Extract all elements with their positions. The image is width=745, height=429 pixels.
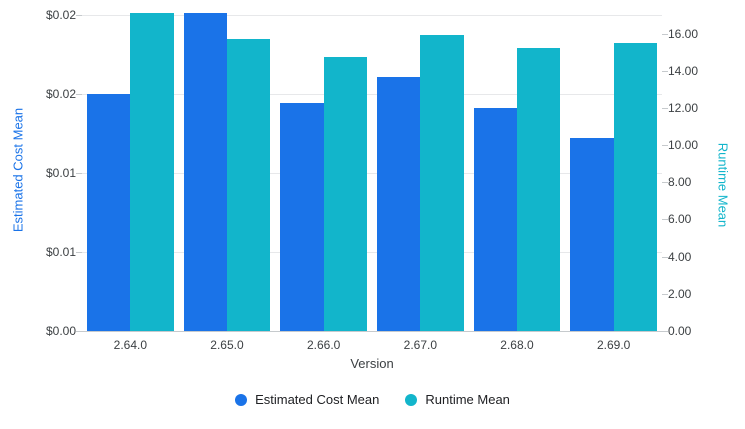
y-right-tick-label: 12.00: [668, 100, 699, 115]
bar-runtime-mean-2.66.0[interactable]: [323, 56, 367, 331]
y-right-tick-label: 6.00: [668, 212, 692, 227]
bar-runtime-mean-2.64.0[interactable]: [130, 13, 174, 331]
legend-item-estimated-cost-mean[interactable]: Estimated Cost Mean: [235, 392, 379, 408]
x-tick-label: 2.64.0: [113, 338, 148, 352]
legend: Estimated Cost Mean Runtime Mean: [0, 392, 745, 408]
bar-estimated-cost-mean-2.68.0[interactable]: [473, 108, 517, 331]
y-right-tickmark: [662, 331, 668, 332]
x-axis-baseline: [82, 331, 662, 332]
y-right-tick-label: 10.00: [668, 138, 699, 153]
plot-area: [82, 0, 662, 331]
y-left-tickmark: [76, 331, 82, 332]
y-left-tick-label: $0.01: [45, 166, 76, 180]
y-left-tick-label: $0.02: [45, 8, 76, 22]
gridline: [82, 252, 662, 253]
bar-estimated-cost-mean-2.67.0[interactable]: [377, 76, 421, 331]
right-axis-title: Runtime Mean: [715, 142, 731, 228]
x-tick-label: 2.65.0: [210, 338, 244, 352]
bar-runtime-mean-2.69.0[interactable]: [613, 42, 657, 331]
y-left-tick-label: $0.01: [45, 245, 76, 259]
y-right-tickmark: [662, 107, 668, 109]
legend-swatch-icon: [235, 394, 248, 406]
y-right-tickmark: [662, 70, 668, 72]
y-left-tickmark: [76, 252, 82, 253]
x-tick-label: 2.68.0: [500, 338, 534, 352]
bar-estimated-cost-mean-2.64.0[interactable]: [87, 94, 131, 331]
y-right-tick-label: 4.00: [668, 249, 692, 264]
y-left-tickmark: [76, 15, 82, 16]
x-tick-label: 2.69.0: [596, 338, 631, 352]
bar-estimated-cost-mean-2.65.0[interactable]: [183, 13, 227, 331]
gridline: [82, 94, 662, 95]
x-axis-title: Version: [350, 356, 394, 371]
y-right-tick-label: 14.00: [668, 63, 699, 78]
y-right-tickmark: [662, 293, 668, 295]
left-axis-title: Estimated Cost Mean: [10, 107, 26, 233]
bar-runtime-mean-2.67.0[interactable]: [420, 34, 464, 331]
y-right-tickmark: [662, 145, 668, 147]
y-right-tick-label: 16.00: [668, 26, 699, 41]
x-tick-label: 2.67.0: [403, 338, 438, 352]
gridline: [82, 15, 662, 16]
gridline: [82, 173, 662, 174]
y-right-tickmark: [662, 33, 668, 35]
legend-swatch-icon: [405, 394, 418, 406]
y-left-tickmark: [76, 173, 82, 174]
y-right-tickmark: [662, 256, 668, 258]
y-left-tickmark: [76, 94, 82, 95]
bar-estimated-cost-mean-2.69.0[interactable]: [570, 138, 614, 331]
y-right-tick-label: 8.00: [668, 175, 692, 190]
legend-label: Runtime Mean: [425, 392, 510, 407]
legend-label: Estimated Cost Mean: [255, 392, 380, 407]
x-tick-label: 2.66.0: [306, 338, 341, 352]
y-right-tickmark: [662, 219, 668, 221]
bar-runtime-mean-2.65.0[interactable]: [227, 39, 271, 331]
y-left-tick-label: $0.02: [45, 87, 76, 101]
legend-item-runtime-mean[interactable]: Runtime Mean: [405, 392, 510, 408]
bar-runtime-mean-2.68.0[interactable]: [517, 48, 561, 331]
y-right-tick-label: 2.00: [668, 286, 692, 301]
bar-estimated-cost-mean-2.66.0[interactable]: [280, 103, 324, 331]
y-left-tick-label: $0.00: [45, 324, 76, 338]
y-right-tickmark: [662, 182, 668, 184]
y-right-tick-label: 0.00: [668, 324, 692, 338]
